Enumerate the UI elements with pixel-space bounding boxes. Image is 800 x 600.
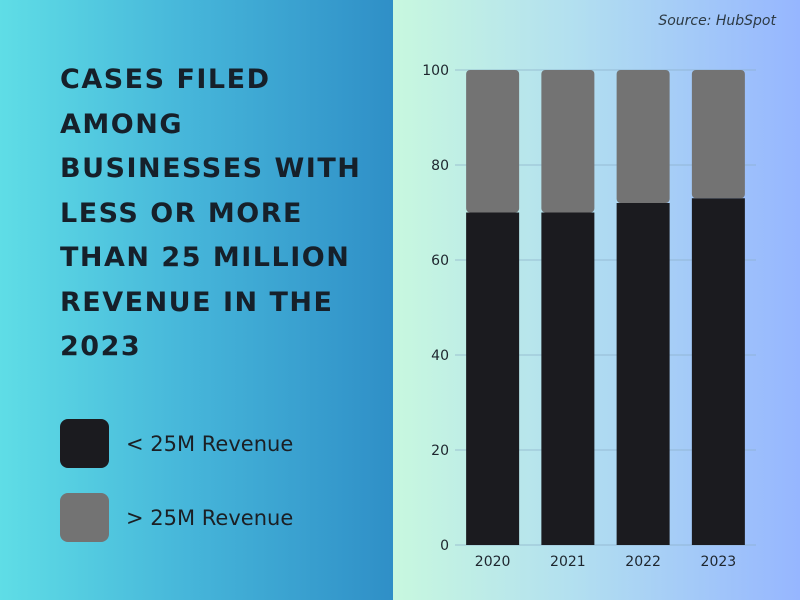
x-tick-label-2022: 2022 bbox=[625, 554, 661, 570]
x-tick-label-2020: 2020 bbox=[475, 554, 511, 570]
source-note: Source: HubSpot bbox=[658, 13, 776, 29]
y-tick-label-60: 60 bbox=[431, 253, 449, 269]
y-tick-label-20: 20 bbox=[431, 443, 449, 459]
legend-swatch-over-25m bbox=[60, 493, 109, 542]
bar-2023-series-0 bbox=[691, 198, 745, 545]
left-panel: Cases filed among businesses with less o… bbox=[0, 0, 393, 600]
stacked-bar-chart: 0 20 40 60 80 100 2020 2021 2022 2023 bbox=[422, 63, 756, 570]
y-tick-label-40: 40 bbox=[431, 348, 449, 364]
bar-2021-series-0 bbox=[541, 212, 595, 545]
legend-item-over-25m: > 25M Revenue bbox=[60, 493, 293, 542]
bar-2022-series-1 bbox=[616, 70, 670, 203]
legend-item-under-25m: < 25M Revenue bbox=[60, 419, 293, 468]
x-tick-label-2023: 2023 bbox=[701, 554, 737, 570]
bar-2021-series-1 bbox=[541, 70, 595, 213]
x-tick-label-2021: 2021 bbox=[550, 554, 586, 570]
bar-2020-series-1 bbox=[466, 70, 520, 213]
y-tick-label-80: 80 bbox=[431, 158, 449, 174]
chart-title: Cases filed among businesses with less o… bbox=[60, 64, 362, 362]
legend-swatch-under-25m bbox=[60, 419, 109, 468]
y-tick-label-100: 100 bbox=[422, 63, 449, 79]
legend-label-over-25m: > 25M Revenue bbox=[126, 505, 294, 530]
y-tick-label-0: 0 bbox=[440, 538, 449, 554]
bar-2020-series-0 bbox=[466, 212, 520, 545]
bar-2023-series-1 bbox=[691, 70, 745, 199]
bar-2022-series-0 bbox=[616, 203, 670, 545]
legend-label-under-25m: < 25M Revenue bbox=[126, 431, 294, 456]
